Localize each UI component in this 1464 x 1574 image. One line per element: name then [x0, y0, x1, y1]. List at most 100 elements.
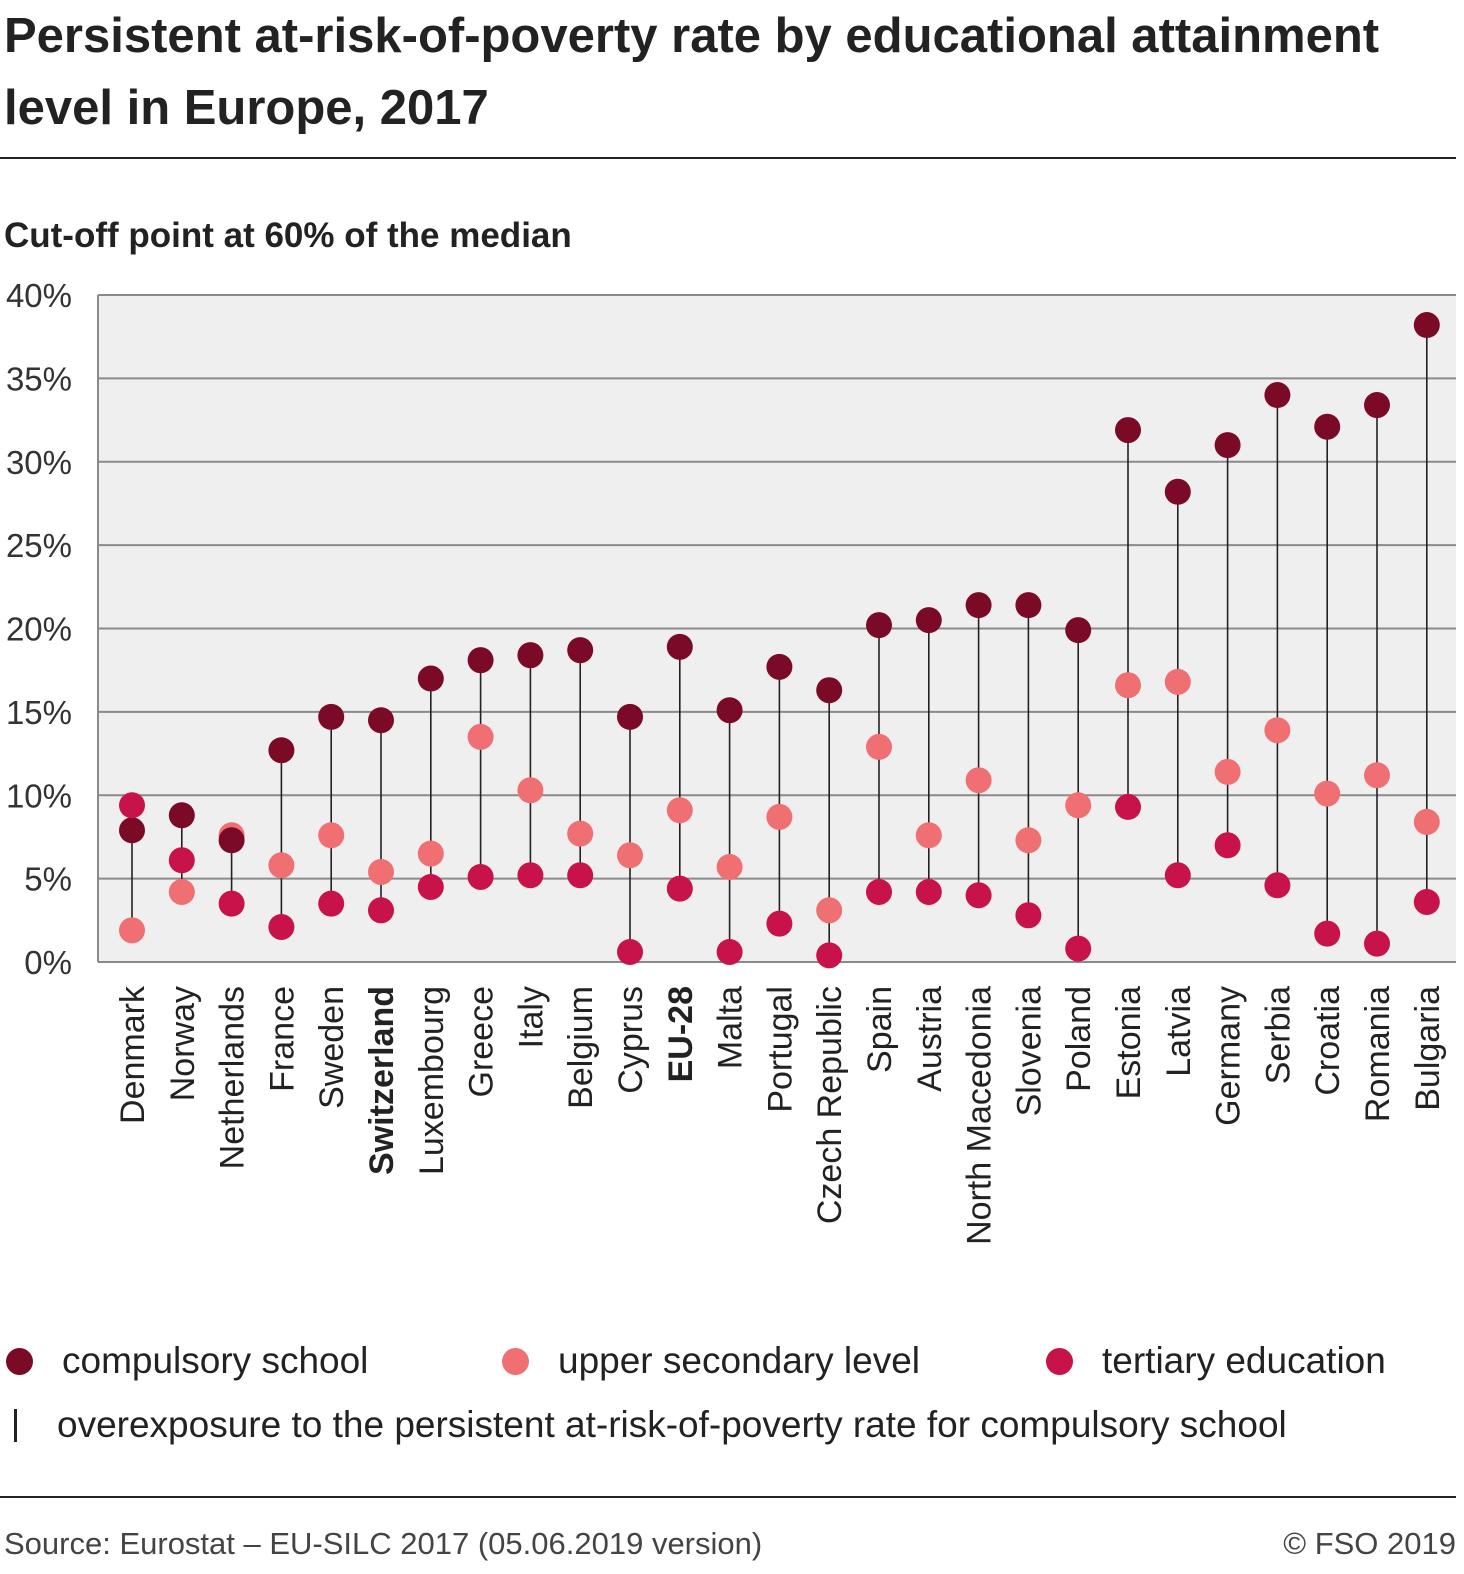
data-point-upper	[666, 797, 693, 824]
y-tick-label: 25%	[6, 527, 72, 564]
data-point-compulsory	[1214, 432, 1241, 459]
x-category-label: Poland	[1060, 986, 1098, 1092]
data-point-tertiary	[1015, 902, 1042, 929]
data-point-upper	[1314, 780, 1341, 807]
x-category-label: Latvia	[1160, 986, 1198, 1077]
data-point-compulsory	[1314, 413, 1341, 440]
data-point-compulsory	[915, 607, 942, 634]
legend-overexposure: overexposure to the persistent at-risk-o…	[2, 1400, 1287, 1450]
data-point-tertiary	[268, 913, 295, 940]
x-category-label: North Macedonia	[961, 986, 999, 1245]
data-point-tertiary	[1364, 930, 1390, 957]
x-category-label: Germany	[1210, 986, 1248, 1126]
data-point-compulsory	[816, 677, 843, 704]
data-point-tertiary	[218, 890, 245, 917]
y-tick-label: 20%	[6, 611, 72, 648]
data-point-upper	[766, 803, 793, 830]
x-category-label: Malta	[712, 986, 750, 1069]
data-point-tertiary	[1065, 935, 1092, 962]
data-point-upper	[168, 878, 195, 905]
data-point-tertiary	[467, 863, 494, 890]
data-point-compulsory	[218, 827, 245, 854]
data-point-tertiary	[1214, 832, 1241, 859]
data-point-upper	[1264, 717, 1291, 744]
x-category-label: Greece	[463, 986, 501, 1098]
data-point-upper	[617, 842, 643, 869]
data-point-upper	[716, 853, 743, 880]
data-point-tertiary	[168, 847, 195, 874]
legend-tertiary-education: tertiary education	[1046, 1336, 1386, 1386]
x-category-label: Austria	[911, 986, 949, 1092]
data-point-tertiary	[617, 938, 643, 965]
x-category-label: Switzerland	[363, 986, 401, 1175]
y-tick-label: 40%	[6, 277, 72, 314]
chart-title: Persistent at-risk-of-poverty rate by ed…	[4, 9, 1380, 135]
data-point-compulsory	[567, 637, 594, 664]
data-point-compulsory	[368, 707, 394, 734]
data-points	[119, 312, 1440, 969]
data-point-upper	[1364, 762, 1390, 789]
data-point-upper	[517, 777, 544, 804]
data-point-upper	[567, 820, 594, 847]
data-point-compulsory	[1015, 592, 1042, 619]
data-point-tertiary	[567, 862, 594, 889]
data-point-upper	[268, 852, 295, 879]
y-tick-label: 15%	[6, 694, 72, 731]
data-point-tertiary	[119, 792, 145, 819]
x-category-label: Norway	[164, 986, 202, 1101]
data-point-compulsory	[1364, 392, 1390, 419]
x-category-label: Estonia	[1110, 986, 1148, 1099]
y-tick-label: 10%	[6, 777, 72, 814]
x-category-label: Belgium	[562, 986, 600, 1109]
data-point-compulsory	[617, 703, 643, 730]
data-point-compulsory	[168, 802, 195, 829]
data-point-compulsory	[1413, 312, 1440, 339]
x-axis-category-labels: Denmark Norway Netherlands France Sweden Swit…	[114, 985, 1447, 1245]
legend-overexposure-label: overexposure to the persistent at-risk-o…	[57, 1404, 1287, 1445]
data-point-upper	[368, 858, 394, 885]
data-point-tertiary	[1314, 920, 1341, 947]
data-point-upper	[915, 822, 942, 849]
data-point-upper	[467, 723, 494, 750]
x-category-label: Denmark	[114, 985, 152, 1124]
data-point-upper	[318, 822, 345, 849]
x-category-label: Romania	[1359, 986, 1397, 1122]
data-point-compulsory	[965, 592, 992, 619]
data-point-tertiary	[816, 942, 843, 969]
data-point-compulsory	[1264, 382, 1291, 409]
y-tick-label: 35%	[6, 360, 72, 397]
data-point-upper	[866, 733, 892, 760]
data-point-tertiary	[915, 878, 942, 905]
upper-secondary-marker-icon	[502, 1347, 529, 1375]
y-axis-tick-labels: 0% 5% 10% 15% 20% 25% 30% 35% 40%	[6, 277, 72, 981]
data-point-tertiary	[716, 938, 743, 965]
data-point-tertiary	[666, 875, 693, 902]
x-category-label: Czech Republic	[811, 986, 849, 1224]
legend-upper-secondary: upper secondary level	[502, 1336, 920, 1386]
data-point-compulsory	[517, 642, 544, 669]
data-point-upper	[1115, 672, 1141, 699]
data-point-upper	[1413, 808, 1440, 835]
x-category-label: Netherlands	[214, 986, 252, 1169]
data-point-compulsory	[467, 647, 494, 674]
dot-plot-chart: 0% 5% 10% 15% 20% 25% 30% 35% 40% Denmark Norway N…	[6, 277, 1456, 1245]
legend-tertiary-label: tertiary education	[1102, 1340, 1386, 1381]
top-divider	[0, 157, 1456, 159]
x-category-label: Luxembourg	[413, 986, 451, 1175]
connector-line-icon	[14, 1408, 17, 1442]
data-point-compulsory	[866, 612, 892, 639]
data-point-compulsory	[1115, 417, 1141, 444]
data-point-upper	[1214, 758, 1241, 785]
data-point-upper	[1015, 827, 1042, 854]
x-category-label: Portugal	[761, 986, 799, 1113]
compulsory-school-marker-icon	[6, 1347, 33, 1375]
data-point-tertiary	[417, 873, 444, 900]
data-point-tertiary	[1413, 888, 1440, 915]
data-point-compulsory	[268, 737, 295, 764]
data-point-compulsory	[766, 653, 793, 680]
x-category-label: Spain	[861, 986, 899, 1073]
x-category-label: Cyprus	[612, 986, 650, 1094]
x-category-label: Italy	[512, 986, 550, 1048]
data-point-upper	[119, 917, 145, 944]
data-point-compulsory	[1065, 617, 1092, 644]
